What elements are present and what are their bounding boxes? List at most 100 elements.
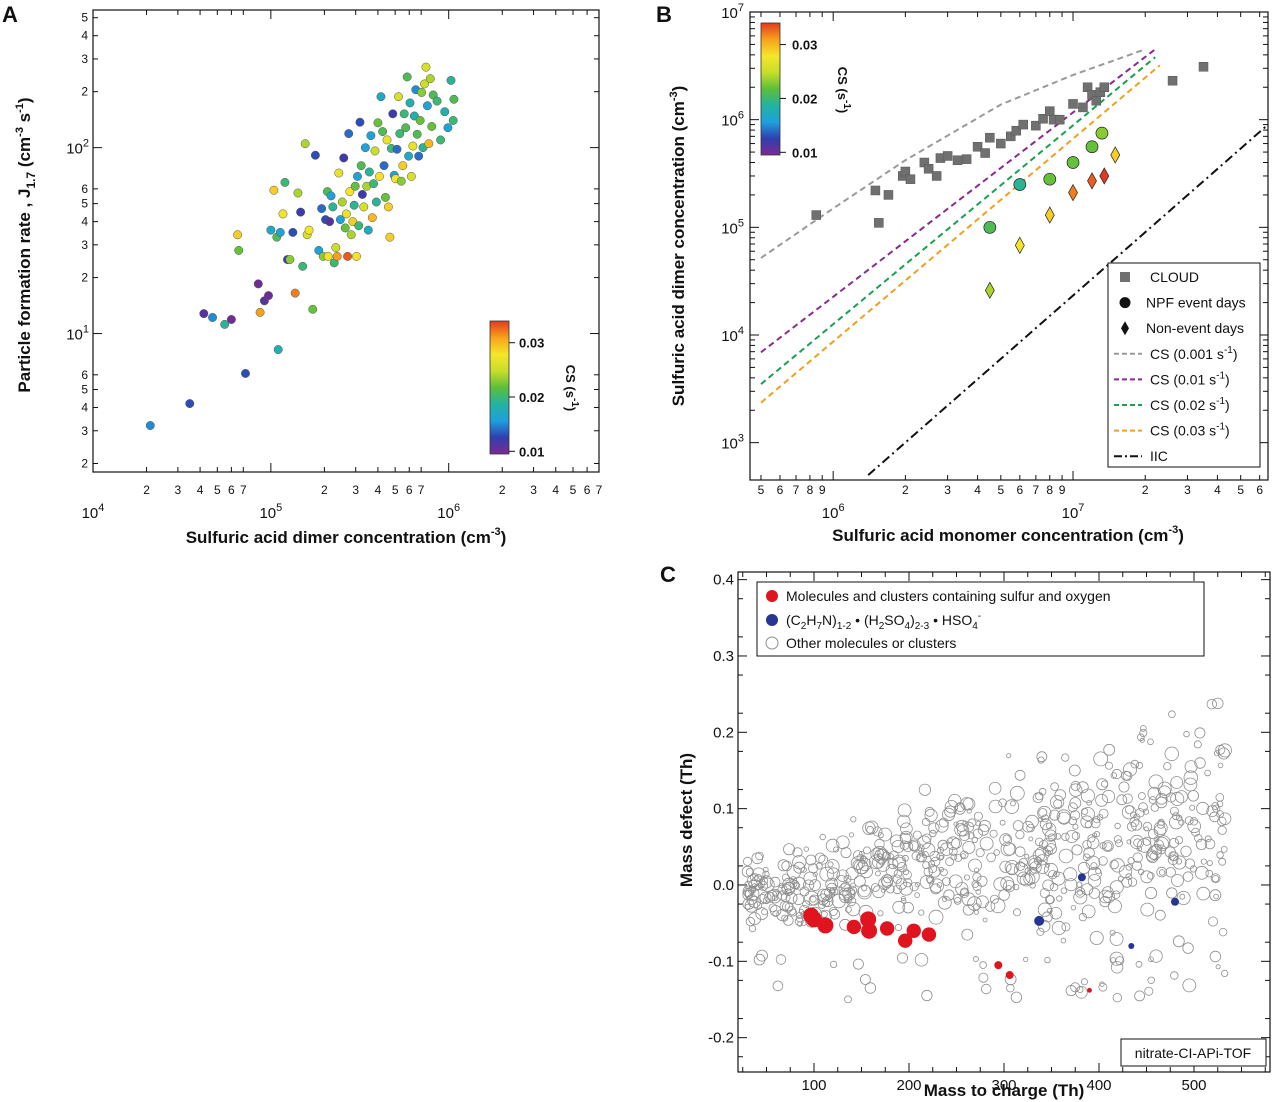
panel-b-lines — [760, 48, 1269, 476]
panel-c-other-point — [1044, 829, 1058, 842]
panel-a-colorbar-ticks: 0.01 0.02 0.03 — [509, 336, 544, 459]
panel-c-other-point — [1013, 862, 1029, 877]
legend-amine-cluster-label: (C2H7N)1-2 • (H2SO4)2-3 • HSO4- — [786, 611, 981, 632]
panel-c-other-point — [892, 874, 902, 884]
panel-c-other-point — [781, 914, 789, 922]
legend-amine-cluster-marker — [766, 614, 778, 626]
panel-c-other-point — [901, 896, 906, 901]
panel-a-point — [383, 202, 393, 212]
panel-a-x-minor-label: 3 — [175, 483, 182, 497]
panel-c-other-point — [989, 829, 998, 838]
panel-c-other-point — [1153, 824, 1167, 837]
panel-a-point — [414, 151, 424, 161]
panel-c-other-point — [976, 895, 989, 909]
panel-b-cloud-point — [1198, 62, 1209, 72]
panel-a-x-major-label: 106 — [437, 502, 460, 522]
panel-c-other-point — [741, 865, 754, 878]
panel-c-other-point — [914, 881, 921, 888]
panel-c-other-point — [950, 853, 958, 861]
panel-a-point — [269, 185, 279, 195]
panel-c-other-point — [751, 875, 766, 890]
panel-a-point — [379, 161, 389, 171]
panel-b-x-minor-label: 2 — [1142, 483, 1149, 497]
panel-a-point — [422, 101, 432, 111]
panel-c-other-point — [1053, 799, 1063, 809]
panel-c-other-point — [979, 836, 994, 851]
panel-c-other-point — [955, 802, 966, 813]
panel-c-other-point — [757, 893, 768, 905]
panel-c-other-point — [1006, 984, 1015, 993]
panel-c-other-point — [1209, 950, 1222, 963]
panel-c-other-point — [999, 860, 1012, 873]
panel-c-other-point — [941, 896, 948, 903]
panel-c-sulfur-oxygen-point — [817, 917, 834, 934]
panel-a-x-minor-label: 4 — [197, 483, 204, 497]
panel-c-other-point — [1170, 776, 1184, 789]
panel-c-other-point — [846, 901, 861, 917]
panel-c-other-point — [1187, 790, 1200, 802]
panel-b-line-cs_002 — [760, 56, 1156, 385]
panel-a-frame — [92, 9, 600, 473]
panel-c-other-point — [881, 876, 893, 889]
panel-c-other-point — [1182, 978, 1197, 993]
panel-b-x-minor-label: 6 — [777, 483, 784, 497]
panel-a-point — [396, 176, 406, 186]
panel-c-other-point — [1196, 801, 1210, 815]
panel-c-other-point — [1200, 858, 1207, 865]
panel-b-x-minor-label: 9 — [819, 483, 826, 497]
panel-b-colorbar-tick-label: 0.01 — [792, 145, 817, 160]
panel-c-other-point — [1043, 862, 1058, 877]
panel-c-other-point — [751, 852, 764, 865]
panel-c-other-point — [804, 890, 819, 906]
panel-c-other-point — [870, 847, 885, 862]
panel-c-other-point — [802, 900, 810, 908]
panel-c-other-point — [788, 879, 798, 889]
panel-c-other-point — [1082, 840, 1092, 850]
panel-c-other-point — [1142, 836, 1152, 846]
panel-a-point — [371, 197, 381, 207]
panel-b-frame — [749, 11, 1269, 481]
panel-c-other-point — [762, 896, 771, 905]
panel-c-other-point — [937, 895, 952, 910]
panel-c-other-point — [1051, 920, 1067, 936]
panel-c-other-point — [764, 891, 776, 903]
panel-c-other-point — [1010, 800, 1016, 807]
panel-c-y-label: 0.2 — [713, 724, 734, 741]
panel-c-other-point — [1156, 820, 1166, 829]
panel-a-y-minor-label: 4 — [81, 215, 88, 229]
panel-c-amine-cluster-point — [1034, 915, 1045, 926]
panel-c-other-point — [921, 850, 929, 859]
panel-a-point — [440, 107, 450, 117]
panel-c-other-point — [789, 876, 798, 884]
panel-c-other-point — [928, 822, 940, 834]
panel-a-point — [278, 209, 288, 219]
panel-c-other-point — [1174, 836, 1184, 845]
panel-b-cloud-point — [996, 138, 1006, 149]
panel-c-other-point — [1140, 725, 1147, 732]
panel-c-other-point — [786, 865, 801, 880]
panel-a-point — [404, 151, 414, 161]
panel-c-other-point — [1056, 809, 1072, 824]
panel-a-x-minor-label: 4 — [375, 483, 382, 497]
panel-c-other-point — [1081, 904, 1096, 919]
panel-b-cloud-point — [972, 142, 983, 152]
panel-c-other-point — [1054, 789, 1066, 801]
panel-c-other-point — [1012, 883, 1020, 891]
panel-c-other-point — [1217, 762, 1224, 769]
panel-c-sulfur-oxygen-point — [921, 927, 937, 942]
panel-a-y-minor-label: 3 — [81, 238, 88, 252]
panel-a-point — [356, 161, 366, 171]
panel-c-other-point — [1061, 753, 1070, 762]
panel-c-other-point — [1002, 834, 1011, 843]
panel-c-other-point — [897, 814, 911, 829]
panel-a-point — [398, 161, 408, 171]
panel-b-legend-square — [1120, 272, 1130, 282]
panel-c-other-point — [1087, 866, 1102, 881]
panel-c-other-point — [786, 906, 797, 916]
panel-c-other-point — [1014, 769, 1026, 781]
panel-c-other-point — [809, 895, 817, 903]
panel-c-other-point — [800, 866, 807, 873]
panel-c-other-point — [998, 889, 1010, 901]
panel-c-other-point — [892, 856, 906, 871]
panel-c-other-point — [1099, 981, 1105, 987]
